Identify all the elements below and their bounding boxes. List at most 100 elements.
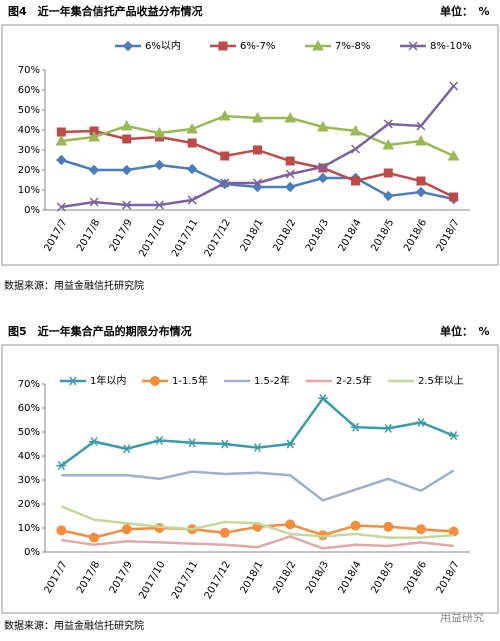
x-tick-label: 2018/1 (239, 218, 266, 254)
x-tick-label: 2018/2 (271, 560, 298, 596)
unit-label: 单位： % (440, 324, 490, 338)
marker (89, 437, 100, 447)
x-tick-label: 2017/9 (108, 560, 135, 596)
legend-label: 1-1.5年 (172, 374, 208, 387)
x-tick-label: 2017/7 (42, 218, 69, 254)
marker (89, 532, 100, 543)
source-note: 数据来源：用益金融信托研究院 (4, 619, 144, 632)
x-tick-label: 2017/8 (75, 560, 102, 596)
legend-marker (122, 40, 134, 52)
x-tick-label: 2017/12 (203, 560, 233, 601)
legend-marker (150, 376, 160, 386)
marker (187, 138, 197, 148)
marker (383, 521, 394, 532)
legend-label: 6%以内 (145, 39, 181, 52)
marker (220, 151, 230, 161)
marker (285, 519, 296, 530)
chart-frame (1, 344, 499, 614)
marker (285, 169, 295, 179)
marker (447, 149, 460, 161)
marker (56, 154, 67, 166)
marker (121, 524, 132, 535)
legend-label: 8%-10% (430, 41, 472, 52)
marker (89, 197, 99, 207)
chart-title: 图4 近一年集合信托产品收益分布情况 (8, 4, 203, 18)
y-tick-label: 30% (18, 145, 40, 156)
marker (122, 134, 132, 144)
x-tick-label: 2018/6 (402, 218, 429, 254)
marker (88, 164, 100, 176)
series-line (61, 469, 455, 502)
marker (251, 111, 264, 123)
legend-label: 1年以内 (90, 374, 126, 387)
x-tick-label: 2017/10 (137, 218, 167, 259)
marker (350, 520, 361, 531)
marker (220, 178, 230, 188)
x-tick-label: 2018/1 (239, 560, 266, 596)
marker (186, 122, 198, 134)
y-tick-label: 70% (18, 65, 40, 76)
marker (382, 138, 395, 150)
marker (449, 81, 459, 91)
y-tick-label: 20% (18, 165, 40, 176)
legend-label: 2-2.5年 (336, 374, 372, 387)
marker (252, 443, 263, 453)
marker (154, 159, 165, 171)
marker (317, 120, 329, 132)
x-tick-label: 2018/3 (304, 218, 331, 254)
y-tick-label: 60% (18, 403, 40, 414)
marker (285, 439, 296, 449)
legend-marker (218, 41, 228, 51)
y-tick-label: 30% (18, 475, 40, 486)
marker (154, 200, 164, 210)
marker (153, 126, 166, 138)
x-tick-label: 2018/5 (369, 218, 396, 254)
series-line (60, 505, 454, 539)
x-tick-label: 2017/11 (170, 218, 200, 259)
y-tick-label: 0% (24, 205, 40, 216)
x-tick-label: 2017/9 (108, 218, 135, 254)
marker (416, 121, 426, 131)
marker (187, 195, 197, 205)
marker (154, 435, 165, 445)
marker (383, 190, 394, 202)
x-tick-label: 2018/4 (337, 560, 364, 596)
marker (121, 444, 132, 454)
x-tick-label: 2018/4 (337, 218, 364, 254)
marker (317, 393, 328, 403)
chart-frame (1, 24, 499, 266)
marker (284, 111, 297, 123)
x-tick-label: 2017/7 (42, 560, 69, 596)
marker (122, 200, 132, 210)
marker (448, 431, 459, 441)
marker (449, 192, 459, 202)
marker (415, 186, 427, 198)
legend-marker (312, 39, 324, 51)
x-tick-label: 2017/10 (137, 560, 167, 601)
y-tick-label: 60% (18, 85, 40, 96)
marker (121, 164, 132, 176)
marker (415, 524, 426, 535)
marker (317, 172, 329, 184)
marker (56, 127, 66, 137)
x-tick-label: 2018/7 (435, 560, 462, 596)
marker (351, 144, 361, 154)
chart-title: 图5 近一年集合产品的期限分布情况 (8, 324, 192, 338)
marker (187, 438, 198, 448)
x-tick-label: 2018/7 (435, 218, 462, 254)
series-line (60, 396, 455, 467)
marker (285, 156, 295, 166)
marker (350, 422, 361, 432)
marker (415, 417, 426, 427)
marker (252, 178, 263, 188)
x-tick-label: 2018/3 (304, 560, 331, 596)
x-tick-label: 2018/2 (271, 218, 298, 254)
marker (383, 119, 393, 129)
marker (186, 163, 198, 175)
x-tick-label: 2018/6 (402, 560, 429, 596)
marker (284, 181, 296, 193)
marker (351, 176, 361, 186)
marker (318, 162, 328, 172)
x-tick-label: 2017/12 (203, 217, 233, 258)
